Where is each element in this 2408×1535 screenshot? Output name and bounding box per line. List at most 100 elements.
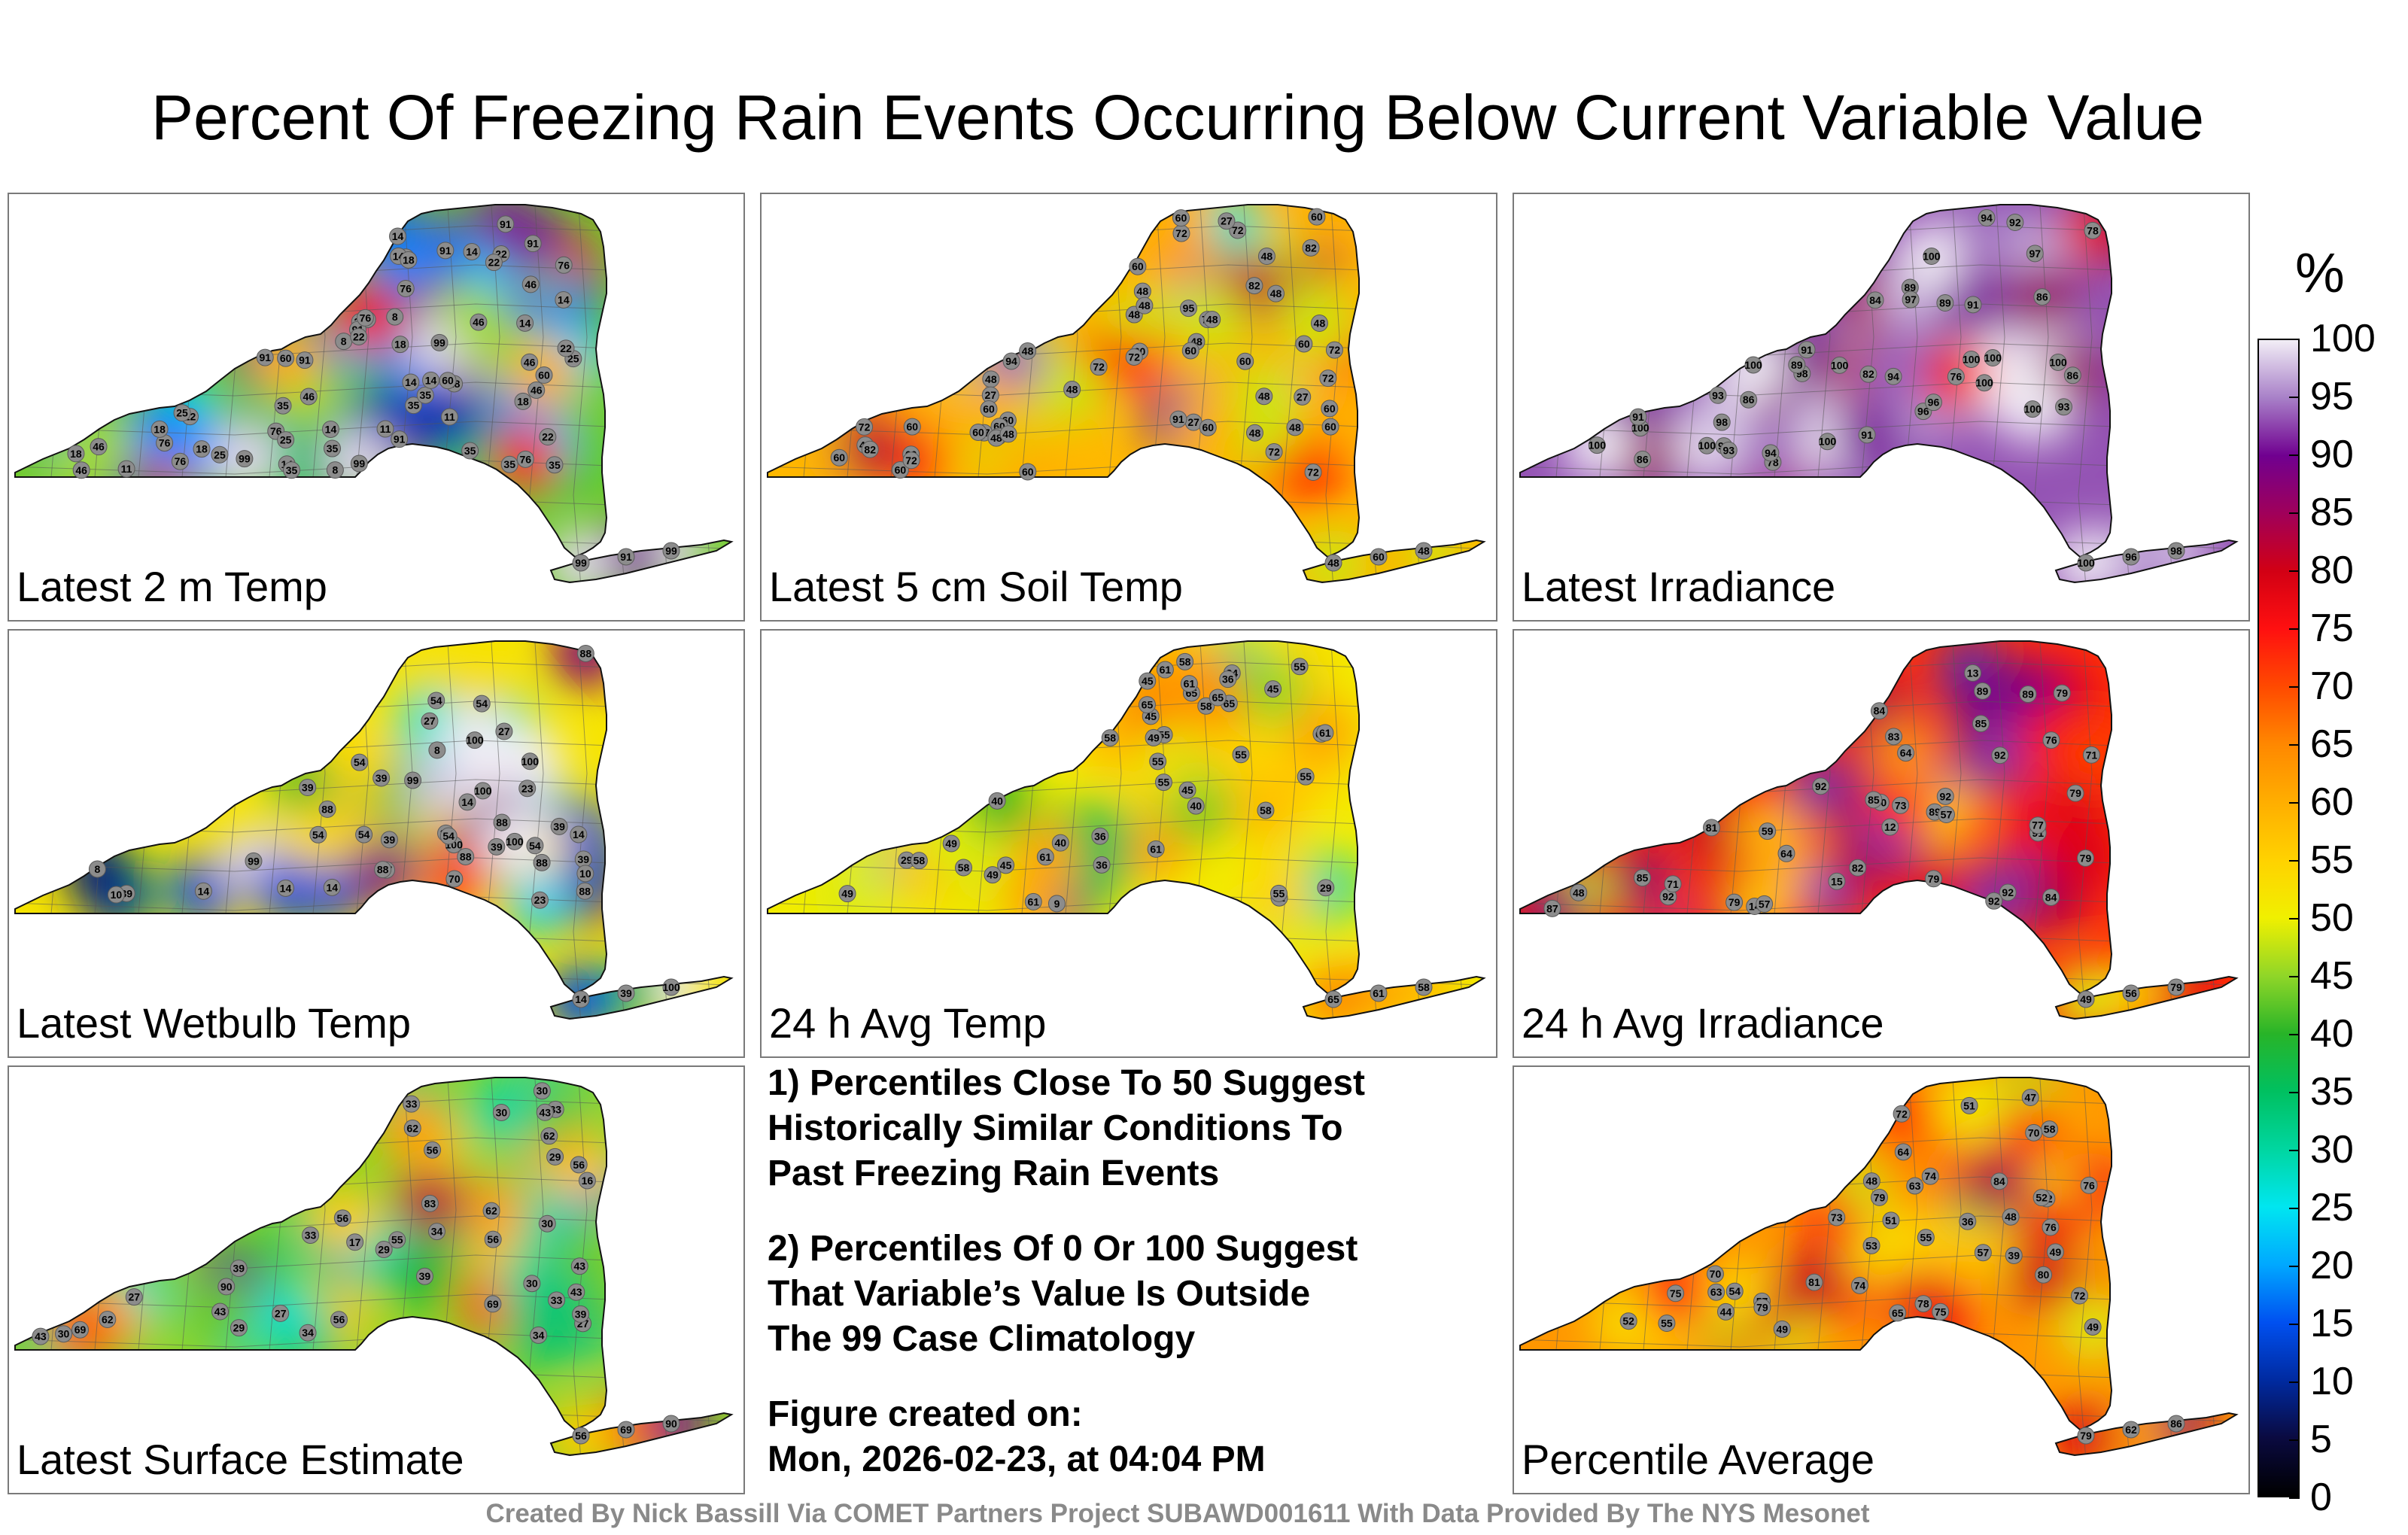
station-marker xyxy=(2029,816,2047,834)
station-marker xyxy=(1219,670,1237,688)
station-value: 89 xyxy=(1939,297,1951,309)
station-marker xyxy=(1370,548,1388,566)
station-marker xyxy=(427,692,445,710)
county-line xyxy=(15,1411,731,1426)
station-value: 76 xyxy=(360,312,372,324)
station-value: 70 xyxy=(1710,1268,1722,1280)
station-value: 39 xyxy=(491,840,503,853)
station-marker xyxy=(2071,1287,2089,1305)
station-marker xyxy=(514,392,532,410)
station-marker xyxy=(1991,746,2009,764)
county-line xyxy=(93,205,108,582)
station-marker xyxy=(2077,554,2095,572)
station-value: 48 xyxy=(985,373,997,385)
station-value: 61 xyxy=(1373,987,1385,999)
station-marker xyxy=(530,1326,548,1344)
station-marker xyxy=(1884,367,1902,385)
station-value: 54 xyxy=(529,840,541,852)
station-value: 48 xyxy=(1289,421,1301,433)
station-marker xyxy=(1897,744,1915,762)
station-value: 80 xyxy=(2038,1269,2050,1281)
station-marker xyxy=(1415,542,1433,560)
colorbar-tick-mark xyxy=(2289,628,2300,630)
county-line xyxy=(1520,538,2236,553)
station-marker xyxy=(830,448,848,467)
colorbar-tick-label: 0 xyxy=(2310,1476,2332,1519)
colorbar-tick-mark xyxy=(2289,397,2300,398)
colorbar-tick-label: 40 xyxy=(2310,1012,2354,1056)
station-marker xyxy=(902,451,920,470)
station-value: 84 xyxy=(1869,294,1881,306)
station-value: 14 xyxy=(280,882,292,894)
station-marker xyxy=(439,827,458,845)
station-marker xyxy=(2063,366,2081,385)
station-value: 76 xyxy=(1950,371,1963,383)
station-marker xyxy=(194,882,212,900)
station-value: 35 xyxy=(549,459,561,471)
station-value: 88 xyxy=(580,647,592,659)
station-value: 35 xyxy=(277,400,289,412)
station-marker xyxy=(1974,1244,1992,1262)
station-marker xyxy=(903,418,921,436)
station-value: 39 xyxy=(553,820,565,832)
station-value: 92 xyxy=(1815,780,1827,792)
station-marker xyxy=(1310,315,1328,333)
station-marker xyxy=(1937,806,1955,824)
station-value: 35 xyxy=(419,389,431,401)
station-value: 54 xyxy=(358,828,370,840)
station-value: 14 xyxy=(392,230,404,242)
station-marker xyxy=(1570,883,1588,901)
station-marker xyxy=(283,461,301,479)
station-value: 56 xyxy=(487,1233,499,1245)
station-value: 12 xyxy=(1884,821,1896,833)
station-marker xyxy=(150,420,169,438)
station-value: 14 xyxy=(405,376,417,388)
station-value: 14 xyxy=(198,885,210,897)
station-value: 79 xyxy=(1728,896,1741,908)
county-line xyxy=(1520,935,2236,950)
station-marker xyxy=(2077,990,2095,1008)
station-value: 81 xyxy=(1808,1276,1820,1288)
station-marker xyxy=(1788,356,1806,374)
station-value: 56 xyxy=(575,1430,587,1442)
station-marker xyxy=(2167,542,2185,560)
station-value: 45 xyxy=(1000,859,1012,871)
station-value: 81 xyxy=(1706,822,1718,834)
station-value: 14 xyxy=(573,828,585,840)
county-line xyxy=(704,1078,719,1455)
colorbar-tick-label: 45 xyxy=(2310,954,2354,998)
station-marker xyxy=(193,440,211,458)
station-marker xyxy=(350,327,368,345)
station-value: 75 xyxy=(1935,1306,1947,1318)
station-marker xyxy=(482,1202,500,1220)
station-marker xyxy=(1370,984,1388,1002)
station-value: 100 xyxy=(1831,359,1849,371)
station-marker xyxy=(1209,688,1227,707)
station-marker xyxy=(1753,1298,1771,1316)
map-24h-avg-irradiance: 9290891592917984138214859289927985819271… xyxy=(1519,640,2239,1020)
station-marker xyxy=(1139,672,1157,690)
station-value: 35 xyxy=(286,464,298,476)
station-value: 82 xyxy=(1852,862,1864,874)
station-marker xyxy=(1245,277,1263,295)
station-marker xyxy=(326,461,344,479)
station-marker xyxy=(107,886,125,904)
station-value: 88 xyxy=(579,885,591,897)
county-line xyxy=(845,641,860,1019)
station-marker xyxy=(1269,884,1288,902)
station-value: 27 xyxy=(128,1291,140,1303)
station-value: 86 xyxy=(2170,1418,2182,1430)
station-marker xyxy=(2042,731,2060,749)
station-value: 14 xyxy=(466,245,478,257)
station-marker xyxy=(2084,1318,2102,1336)
station-marker xyxy=(427,1223,445,1241)
station-value: 85 xyxy=(1637,872,1649,884)
station-marker xyxy=(346,1233,364,1251)
station-value: 45 xyxy=(1267,683,1279,695)
station-value: 90 xyxy=(665,1418,677,1430)
county-line xyxy=(1598,205,1613,582)
station-value: 93 xyxy=(1722,444,1735,456)
station-value: 8 xyxy=(341,336,347,348)
county-line xyxy=(768,225,1484,240)
station-marker xyxy=(1716,1302,1735,1321)
